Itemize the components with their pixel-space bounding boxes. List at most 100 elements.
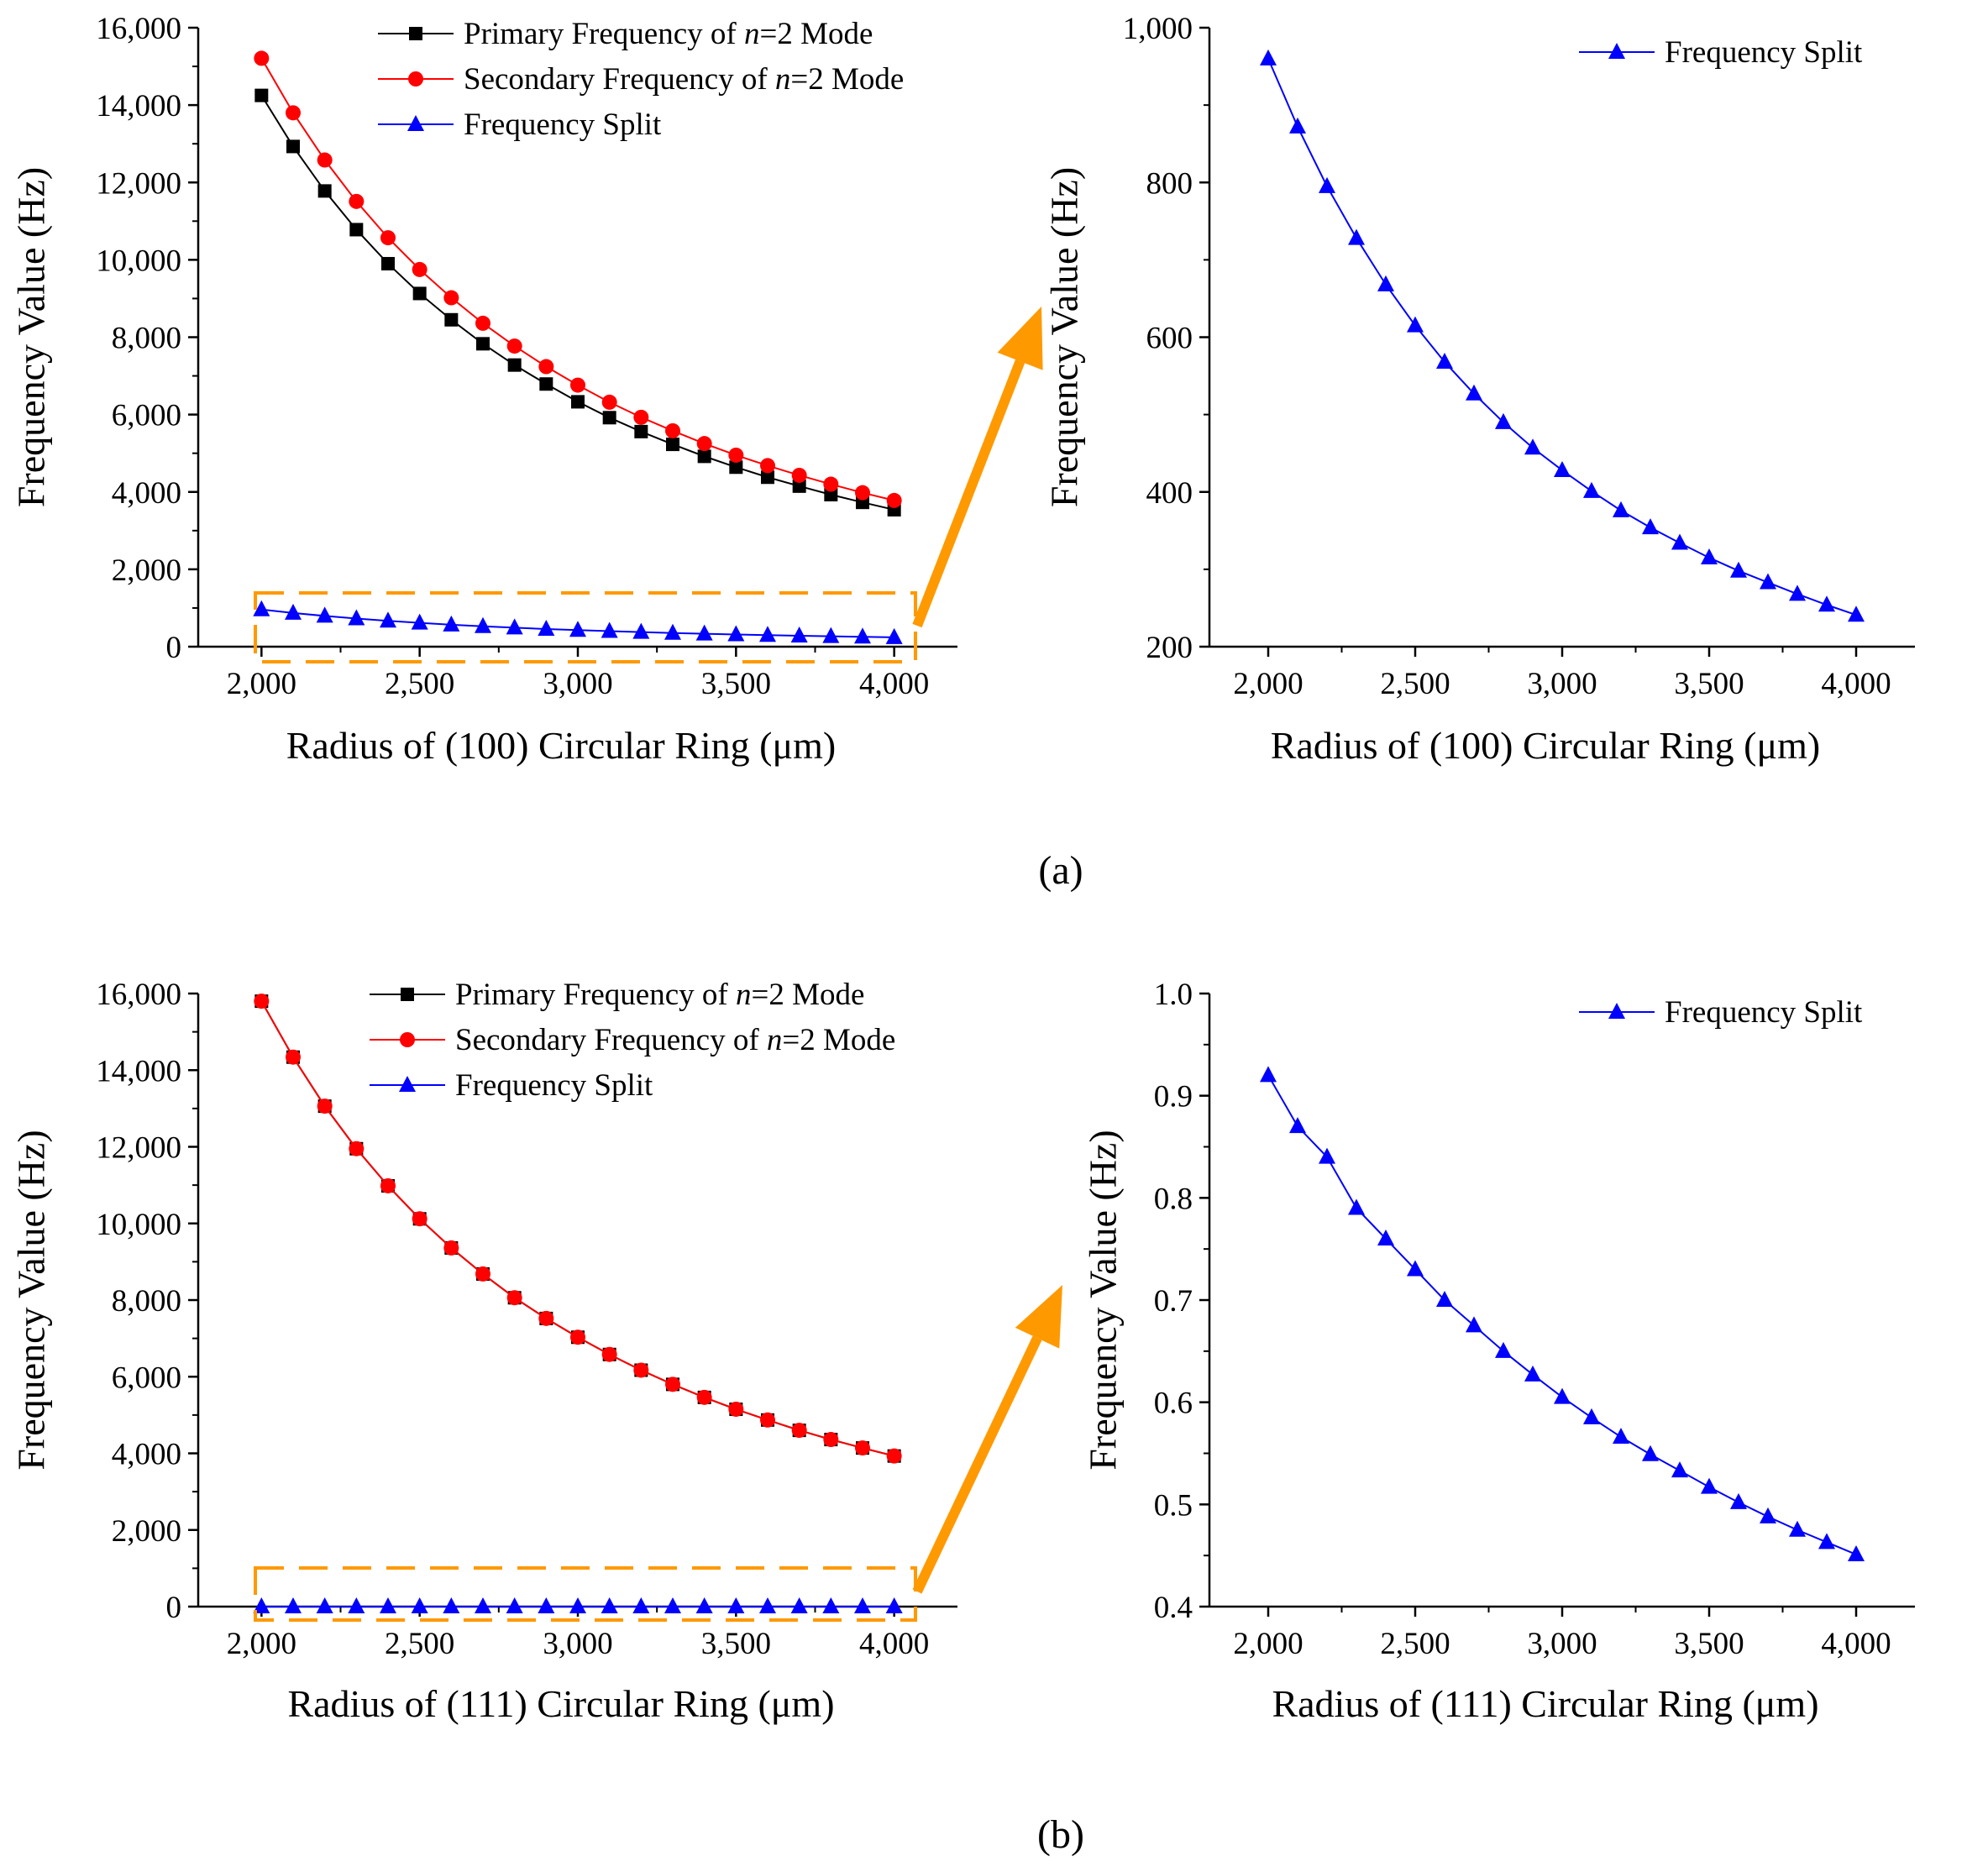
data-point: [666, 438, 679, 452]
data-point: [1319, 1147, 1335, 1164]
data-point: [1789, 585, 1806, 601]
data-point: [286, 1049, 301, 1065]
y-tick-label: 400: [1146, 476, 1193, 511]
data-point: [790, 1597, 808, 1613]
data-point: [728, 1401, 744, 1417]
data-point: [475, 315, 490, 331]
zoom-arrow-shaft: [912, 359, 1025, 628]
data-point: [790, 626, 808, 642]
data-point: [1260, 49, 1277, 66]
legend-marker: [399, 1076, 416, 1092]
data-point: [286, 139, 300, 154]
data-point: [885, 627, 903, 644]
data-point: [348, 609, 365, 626]
data-point: [412, 286, 427, 301]
x-tick-label: 3,000: [543, 667, 612, 701]
data-point: [1524, 1365, 1541, 1382]
data-point: [823, 1432, 839, 1448]
data-point: [253, 600, 270, 616]
legend-entry: Frequency Split: [378, 107, 662, 142]
data-point: [538, 359, 554, 375]
data-point: [760, 458, 775, 474]
y-tick-label: 800: [1146, 166, 1193, 201]
caption-b: (b): [1037, 1812, 1084, 1857]
y-tick-label: 0.4: [1154, 1591, 1193, 1625]
data-point: [695, 1597, 713, 1613]
data-point: [601, 621, 618, 638]
data-point: [855, 1440, 870, 1456]
data-point: [1348, 228, 1365, 245]
data-point: [665, 1376, 680, 1392]
data-point: [506, 1290, 522, 1306]
data-point: [443, 1240, 459, 1256]
y-tick-label: 1,000: [1123, 12, 1193, 46]
y-tick-label: 12,000: [96, 166, 181, 201]
legend-marker: [408, 71, 423, 87]
data-point: [506, 1597, 523, 1613]
y-tick-label: 600: [1146, 322, 1193, 356]
data-point: [695, 624, 713, 641]
x-tick-label: 4,000: [859, 1627, 929, 1661]
series-square: [254, 88, 901, 517]
data-point: [570, 1329, 585, 1345]
data-point: [885, 1597, 903, 1613]
y-tick-label: 6,000: [112, 399, 181, 433]
chart-b-left: 0 2,000 4,000 6,000 8,000 10,000 12,000 14,000 1…: [10, 978, 957, 1725]
data-point: [285, 603, 302, 620]
legend-label: Primary Frequency of n=2 Mode: [455, 978, 864, 1012]
legend-label: Secondary Frequency of n=2 Mode: [464, 62, 904, 97]
data-point: [728, 447, 744, 463]
data-point: [1377, 275, 1394, 291]
x-tick-label: 3,500: [701, 667, 771, 701]
y-tick-label: 0.6: [1154, 1387, 1193, 1421]
data-point: [507, 358, 522, 372]
data-point: [664, 623, 681, 640]
data-point: [634, 424, 648, 438]
data-point: [316, 1597, 333, 1613]
data-point: [1848, 606, 1865, 622]
x-tick-label: 2,500: [385, 1627, 454, 1661]
data-point: [1554, 460, 1571, 477]
data-point: [1466, 1316, 1482, 1333]
x-tick-label: 3,500: [701, 1627, 771, 1661]
x-tick-label: 4,000: [1821, 1627, 1891, 1661]
chart-panels: 0 2,000 4,000 6,000 8,000 10,000 12,000 14,000 1…: [10, 12, 1915, 1725]
x-tick-label: 3,000: [1527, 667, 1597, 701]
zoom-arrow-shaft: [912, 1335, 1042, 1594]
data-point: [1701, 548, 1718, 565]
data-point: [791, 1423, 807, 1439]
zoom-overlays: [254, 307, 1062, 1622]
legend-entry: Frequency Split: [370, 1068, 653, 1103]
data-point: [475, 1266, 490, 1282]
data-point: [1613, 1428, 1629, 1445]
y-tick-label: 0: [166, 1591, 182, 1625]
series-triangle: [253, 1597, 903, 1613]
series-triangle: [1260, 1066, 1865, 1561]
data-point: [317, 1099, 333, 1114]
y-tick-label: 12,000: [96, 1131, 181, 1166]
data-point: [1348, 1198, 1365, 1215]
x-tick-label: 3,500: [1674, 667, 1744, 701]
x-tick-label: 3,000: [543, 1627, 612, 1661]
data-point: [1818, 1533, 1835, 1550]
y-tick-label: 200: [1146, 631, 1193, 665]
data-point: [760, 1412, 775, 1428]
data-point: [729, 460, 743, 475]
data-point: [601, 1346, 617, 1362]
x-tick-label: 2,500: [1380, 1627, 1450, 1661]
data-point: [727, 625, 745, 642]
data-point: [697, 449, 711, 464]
data-point: [822, 1597, 840, 1613]
data-point: [665, 422, 680, 438]
data-point: [349, 223, 364, 237]
data-point: [1466, 384, 1482, 401]
x-axis-title: Radius of (111) Circular Ring (μm): [287, 1682, 834, 1725]
data-point: [349, 1141, 365, 1156]
y-tick-label: 16,000: [96, 12, 181, 46]
x-axis-title: Radius of (111) Circular Ring (μm): [1272, 1682, 1818, 1725]
data-point: [538, 619, 555, 636]
x-tick-label: 4,000: [1821, 667, 1891, 701]
data-point: [1671, 533, 1688, 550]
data-point: [381, 256, 395, 270]
